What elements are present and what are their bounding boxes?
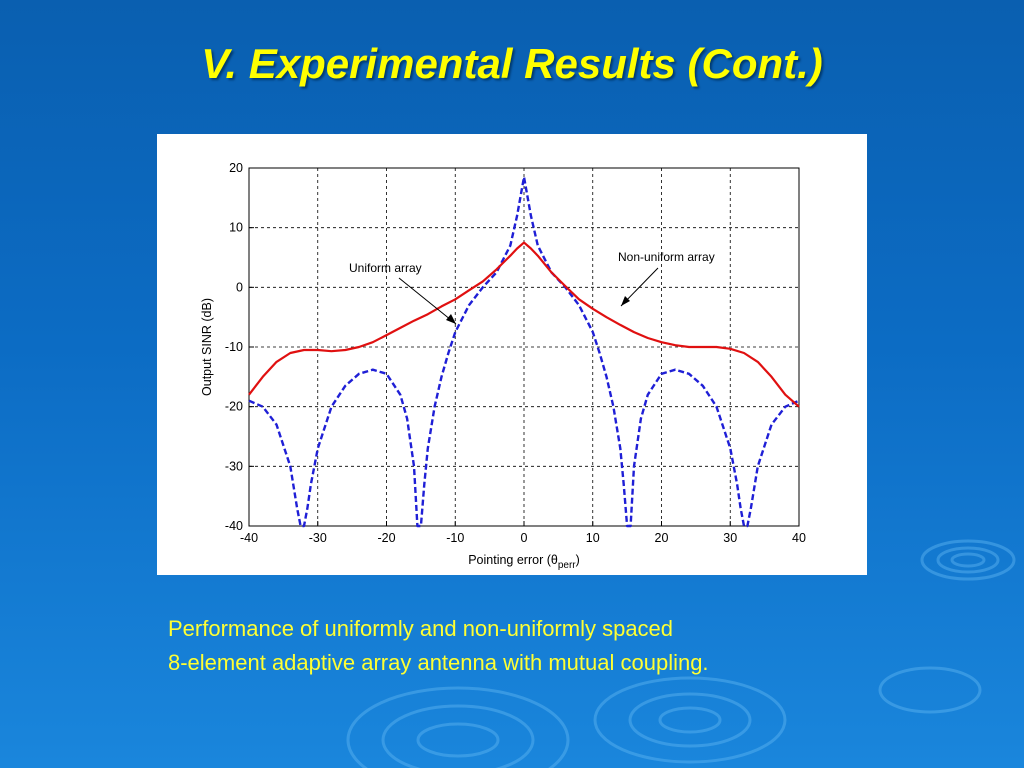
y-axis-label: Output SINR (dB) — [200, 298, 214, 396]
annotation-nonuniform-array: Non-uniform array — [618, 250, 715, 264]
series-nonuniform-array-line — [248, 241, 800, 408]
x-tick-label: 40 — [792, 531, 806, 545]
annotation-arrowhead-nonuniform — [621, 296, 630, 306]
sinr-chart: -40 -30 -20 -10 0 10 20 30 40 20 10 0 -10 -20 -30 -40 U… — [200, 161, 806, 571]
figure-caption: Performance of uniformly and non-uniform… — [168, 612, 928, 680]
annotation-uniform-array: Uniform array — [349, 261, 422, 275]
annotation-arrowhead-uniform — [446, 314, 456, 324]
caption-line-2: 8-element adaptive array antenna with mu… — [168, 650, 709, 675]
y-tick-label: -10 — [225, 340, 243, 354]
x-tick-label: -40 — [240, 531, 258, 545]
x-tick-label: -30 — [309, 531, 327, 545]
annotation-arrow-uniform — [398, 277, 457, 325]
y-tick-label: -20 — [225, 400, 243, 414]
caption-line-1: Performance of uniformly and non-uniform… — [168, 616, 674, 641]
x-tick-label: 10 — [586, 531, 600, 545]
series-layer — [248, 175, 800, 528]
y-tick-label: 0 — [236, 280, 243, 294]
slide-title: V. Experimental Results (Cont.) — [201, 40, 823, 87]
x-tick-label: -20 — [377, 531, 395, 545]
x-tick-label: 0 — [521, 531, 528, 545]
x-tick-label: 30 — [723, 531, 737, 545]
series-uniform-array-line — [248, 175, 800, 528]
chart-panel: -40 -30 -20 -10 0 10 20 30 40 20 10 0 -10 -20 -30 -40 U… — [157, 134, 867, 575]
x-tick-label: -10 — [446, 531, 464, 545]
y-tick-label: 10 — [229, 221, 243, 235]
x-tick-label: 20 — [655, 531, 669, 545]
x-axis-label: Pointing error (θperr) — [468, 553, 580, 571]
y-tick-label: -30 — [225, 459, 243, 473]
y-tick-label: 20 — [229, 161, 243, 175]
axis-ticks: -40 -30 -20 -10 0 10 20 30 40 20 10 0 -10 -20 -30 -40 — [225, 161, 806, 545]
x-axis-label-subscript: perr — [558, 560, 576, 571]
y-tick-label: -40 — [225, 519, 243, 533]
